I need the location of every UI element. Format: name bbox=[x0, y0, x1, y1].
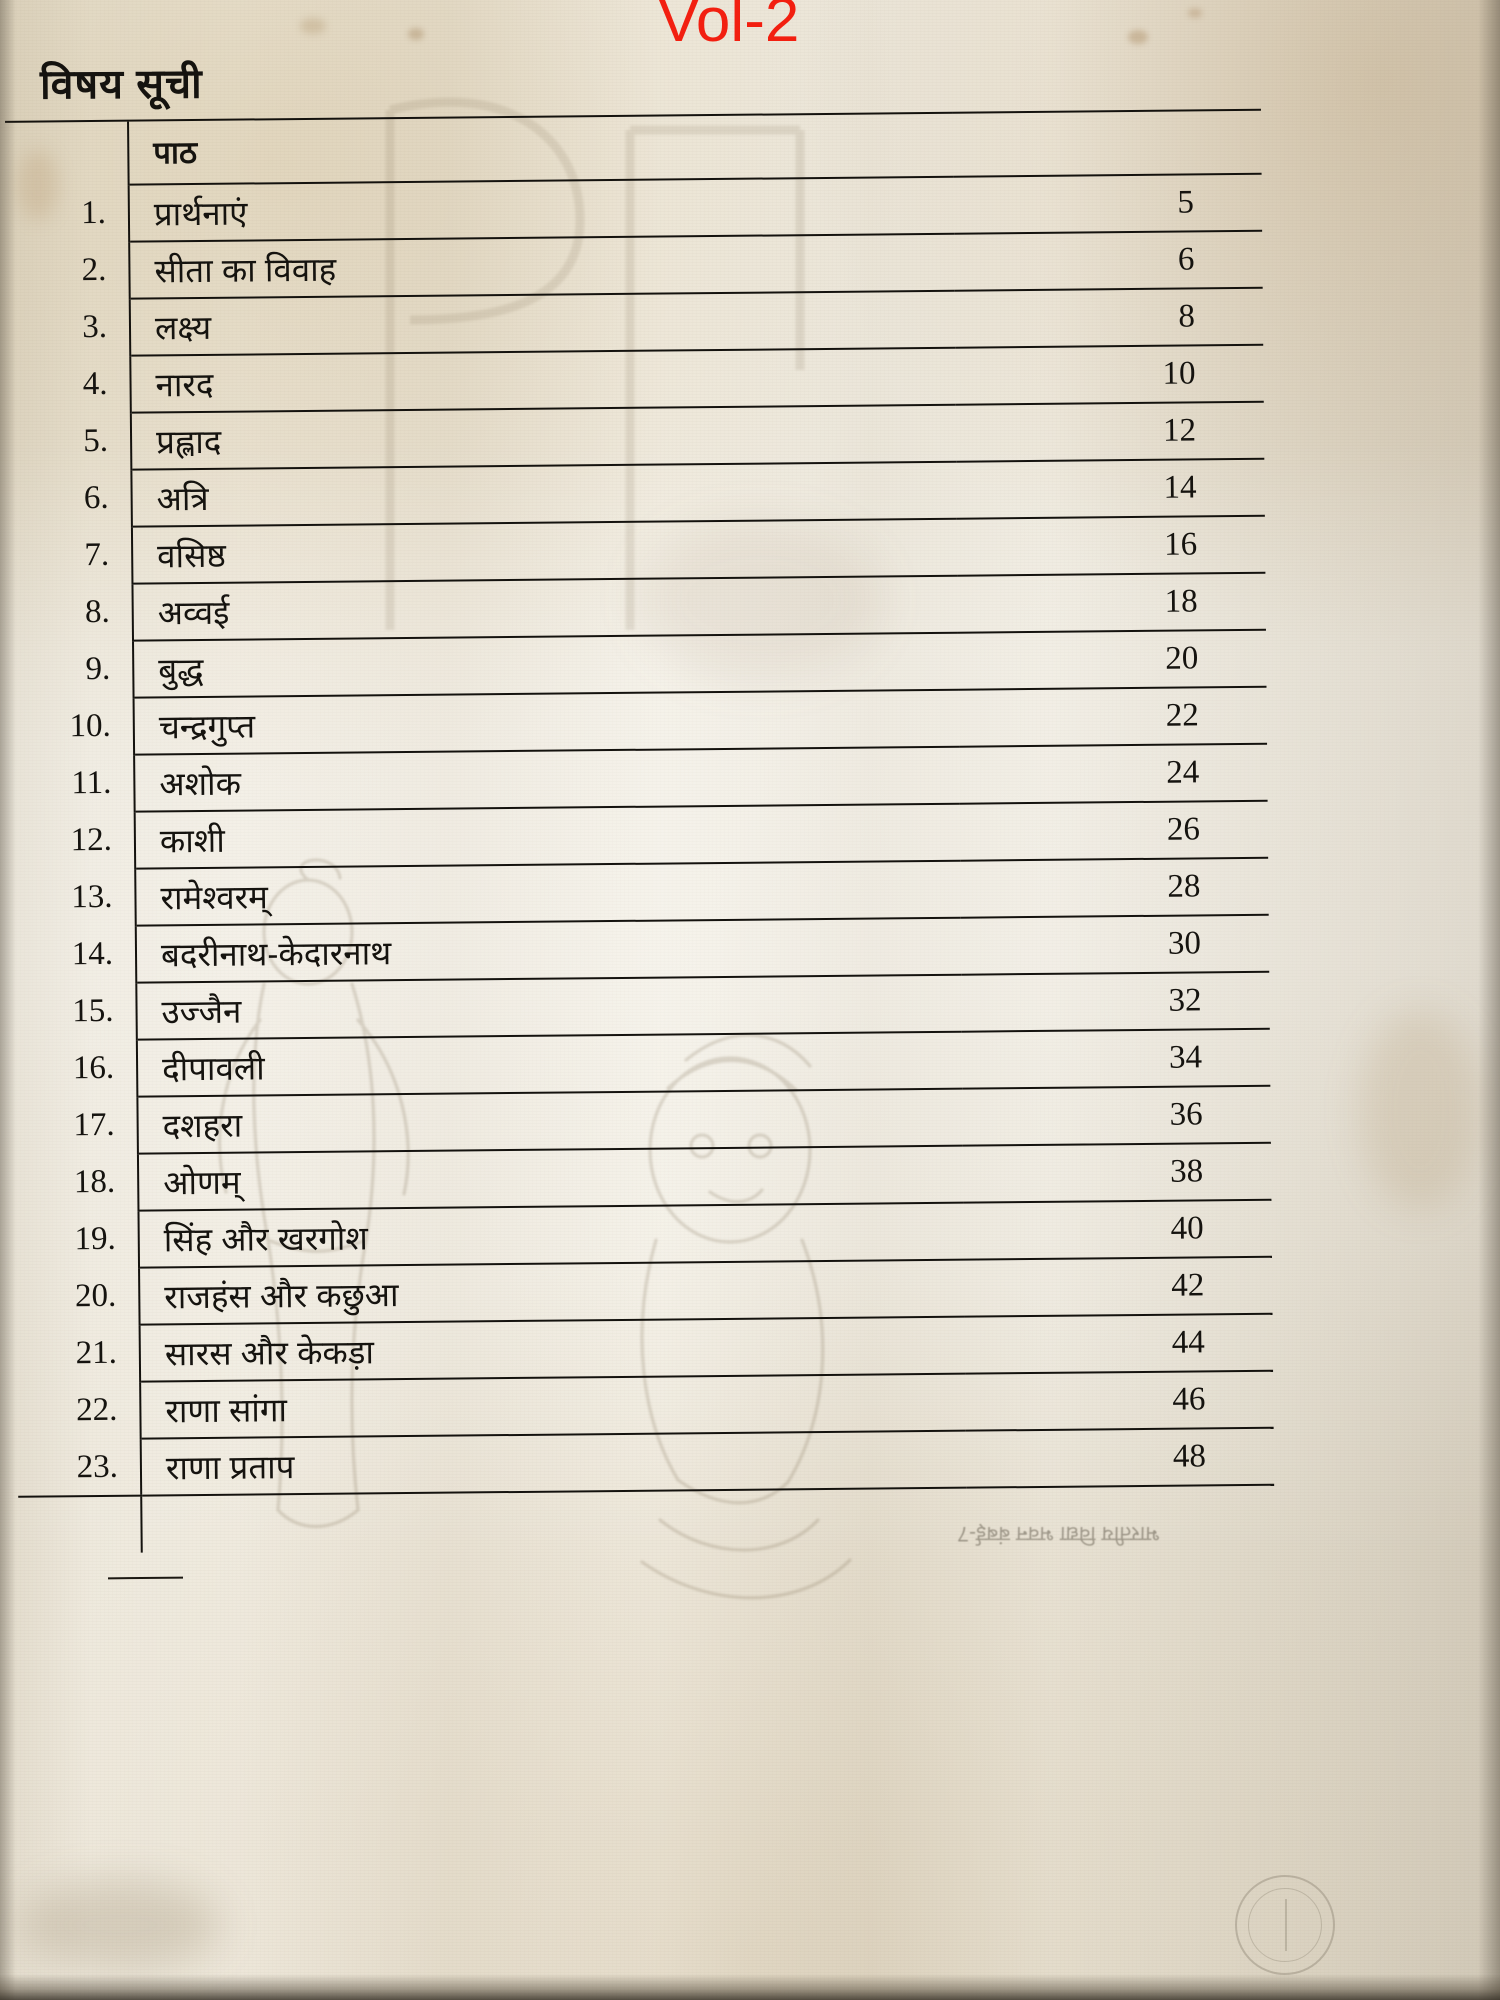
toc-row-page-number: 30 bbox=[960, 914, 1270, 975]
toc-row-title[interactable]: वसिष्ठ bbox=[131, 518, 958, 584]
toc-row-number: 14. bbox=[71, 935, 114, 973]
toc-row-title[interactable]: चन्द्रगुप्त bbox=[133, 689, 960, 755]
toc-row-title[interactable]: काशी bbox=[134, 803, 961, 869]
toc-row-title[interactable]: सारस और केकड़ा bbox=[139, 1316, 966, 1382]
toc-header-lesson: पाठ bbox=[128, 112, 954, 185]
toc-row-number: 15. bbox=[72, 992, 114, 1030]
scan-edge-shadow-bottom bbox=[0, 1974, 1500, 2000]
toc-row-title[interactable]: दीपावली bbox=[136, 1031, 963, 1097]
toc-row-page-number: 5 bbox=[953, 173, 1263, 234]
paper-stain bbox=[408, 28, 424, 40]
toc-row-number: 16. bbox=[72, 1049, 115, 1087]
toc-row-page-number: 48 bbox=[965, 1427, 1275, 1488]
scan-edge-shadow-right bbox=[1478, 0, 1500, 2000]
toc-row-number: 13. bbox=[71, 878, 113, 916]
toc-row-number: 5. bbox=[83, 422, 109, 460]
toc-row-page-number: 10 bbox=[955, 344, 1264, 405]
toc-row-page-number: 28 bbox=[960, 857, 1269, 918]
toc-row-title[interactable]: रामेश्वरम् bbox=[135, 860, 961, 926]
toc-row-number: 20. bbox=[74, 1277, 117, 1315]
volume-annotation: Vol-2 bbox=[658, 0, 800, 55]
toc-row-page-number: 34 bbox=[961, 1028, 1271, 1089]
toc-row-page-number: 32 bbox=[961, 971, 1270, 1032]
toc-row-title[interactable]: दशहरा bbox=[137, 1088, 963, 1154]
toc-row-title[interactable]: राणा प्रताप bbox=[140, 1430, 967, 1496]
toc-table: पाठ 1. प्रार्थनाएं 5 2. सीता का विवाह 6 3. लक्ष… bbox=[5, 109, 1275, 1554]
toc-row-number: 17. bbox=[73, 1106, 115, 1144]
paper-stain bbox=[300, 18, 326, 34]
toc-header-page bbox=[952, 109, 1262, 177]
toc-row-page-number: 36 bbox=[962, 1085, 1271, 1146]
toc-row-page-number: 20 bbox=[957, 629, 1267, 690]
toc-row-number: 22. bbox=[75, 1391, 118, 1429]
paper-stain bbox=[20, 1880, 220, 1970]
toc-row-title[interactable]: सीता का विवाह bbox=[129, 233, 955, 299]
toc-row-number: 3. bbox=[82, 308, 108, 346]
toc-row-page-number: 16 bbox=[956, 515, 1266, 576]
bottom-rule-stub bbox=[107, 1576, 184, 1580]
toc-row-page-number: 26 bbox=[959, 800, 1269, 861]
toc-row-page-number: 14 bbox=[956, 458, 1265, 519]
toc-row-number: 4. bbox=[82, 365, 108, 403]
paper-stain bbox=[1128, 30, 1148, 44]
toc-row-page-number: 8 bbox=[954, 287, 1264, 348]
scan-edge-shadow-left bbox=[0, 0, 16, 2000]
toc-row-page-number: 42 bbox=[963, 1256, 1273, 1317]
toc-row-title[interactable]: अव्वई bbox=[132, 575, 958, 641]
toc-row-page-number: 24 bbox=[959, 743, 1268, 804]
toc-row-number: 1. bbox=[80, 194, 107, 232]
toc-row-page-number: 44 bbox=[964, 1313, 1274, 1374]
toc-row-page-number: 40 bbox=[963, 1199, 1272, 1260]
toc-row-title[interactable]: अत्रि bbox=[131, 461, 957, 527]
toc-row-page-number: 38 bbox=[962, 1142, 1272, 1203]
toc-row-title[interactable]: राणा सांगा bbox=[140, 1373, 966, 1439]
toc-row-number: 21. bbox=[75, 1334, 118, 1372]
toc-row-number: 7. bbox=[84, 536, 110, 574]
toc-row-number: 6. bbox=[83, 479, 109, 517]
toc-row-page-number: 18 bbox=[957, 572, 1266, 633]
toc-row-title[interactable]: बदरीनाथ-केदारनाथ bbox=[135, 917, 962, 983]
toc-row-number: 18. bbox=[73, 1163, 116, 1201]
table-of-contents: पाठ 1. प्रार्थनाएं 5 2. सीता का विवाह 6 3. लक्ष… bbox=[0, 106, 1500, 1553]
toc-row-number: 23. bbox=[17, 1438, 142, 1497]
toc-row-page-number: 22 bbox=[958, 686, 1268, 747]
toc-header-row: पाठ bbox=[5, 109, 1262, 186]
toc-row-page-number: 46 bbox=[965, 1370, 1274, 1431]
toc-row-title[interactable]: ओणम् bbox=[137, 1145, 964, 1211]
toc-row-title[interactable]: बुद्ध bbox=[133, 632, 959, 698]
toc-row-number: 2. bbox=[81, 251, 107, 289]
toc-row-number: 8. bbox=[84, 593, 110, 631]
toc-row-number: 12. bbox=[70, 821, 113, 859]
page-title: विषय सूची bbox=[39, 60, 203, 108]
toc-row-title[interactable]: प्रह्लाद bbox=[130, 404, 957, 470]
toc-row-title[interactable]: प्रार्थनाएं bbox=[128, 176, 955, 242]
toc-row-number: 9. bbox=[85, 650, 111, 688]
toc-row-number: 10. bbox=[69, 707, 111, 745]
toc-row-title[interactable]: नारद bbox=[130, 347, 956, 413]
toc-row-number: 11. bbox=[71, 764, 112, 802]
toc-trailing-row bbox=[18, 1484, 1275, 1554]
toc-header-number bbox=[5, 120, 129, 186]
toc-row-page-number: 6 bbox=[954, 230, 1263, 291]
toc-row-title[interactable]: अशोक bbox=[134, 746, 960, 812]
toc-row-title[interactable]: सिंह और खरगोश bbox=[138, 1202, 964, 1268]
toc-row-title[interactable]: राजहंस और कछुआ bbox=[139, 1259, 965, 1325]
toc-row-page-number: 12 bbox=[955, 401, 1265, 462]
toc-row-number: 19. bbox=[74, 1220, 116, 1258]
paper-stain bbox=[1188, 8, 1202, 18]
toc-row-title[interactable]: लक्ष्य bbox=[129, 290, 956, 356]
publisher-emblem-icon bbox=[1235, 1875, 1335, 1975]
toc-row-title[interactable]: उज्जैन bbox=[136, 974, 962, 1040]
